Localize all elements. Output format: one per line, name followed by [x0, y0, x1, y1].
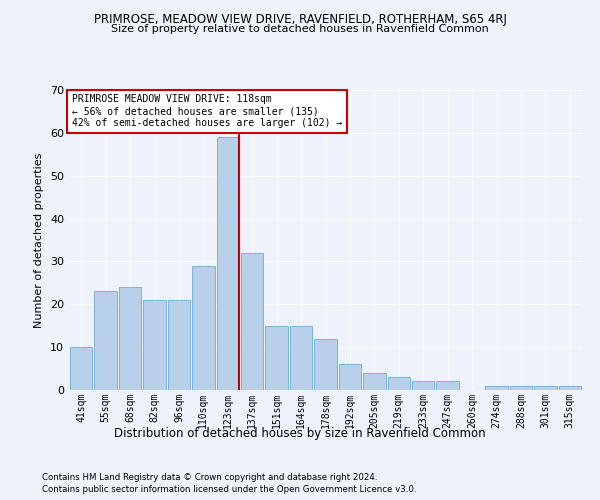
Bar: [534, 386, 557, 390]
Text: Contains HM Land Registry data © Crown copyright and database right 2024.: Contains HM Land Registry data © Crown c…: [42, 472, 377, 482]
Bar: [241, 253, 263, 390]
Bar: [509, 386, 532, 390]
Bar: [485, 386, 508, 390]
Bar: [143, 300, 166, 390]
Bar: [559, 386, 581, 390]
Text: PRIMROSE MEADOW VIEW DRIVE: 118sqm
← 56% of detached houses are smaller (135)
42: PRIMROSE MEADOW VIEW DRIVE: 118sqm ← 56%…: [71, 94, 342, 128]
Bar: [70, 347, 92, 390]
Bar: [94, 292, 117, 390]
Bar: [412, 382, 434, 390]
Text: Contains public sector information licensed under the Open Government Licence v3: Contains public sector information licen…: [42, 485, 416, 494]
Text: Size of property relative to detached houses in Ravenfield Common: Size of property relative to detached ho…: [111, 24, 489, 34]
Bar: [314, 338, 337, 390]
Y-axis label: Number of detached properties: Number of detached properties: [34, 152, 44, 328]
Bar: [290, 326, 313, 390]
Bar: [192, 266, 215, 390]
Bar: [119, 287, 142, 390]
Bar: [436, 382, 459, 390]
Bar: [167, 300, 190, 390]
Text: Distribution of detached houses by size in Ravenfield Common: Distribution of detached houses by size …: [114, 428, 486, 440]
Bar: [388, 377, 410, 390]
Bar: [363, 373, 386, 390]
Bar: [217, 137, 239, 390]
Bar: [338, 364, 361, 390]
Text: PRIMROSE, MEADOW VIEW DRIVE, RAVENFIELD, ROTHERHAM, S65 4RJ: PRIMROSE, MEADOW VIEW DRIVE, RAVENFIELD,…: [94, 12, 506, 26]
Bar: [265, 326, 288, 390]
